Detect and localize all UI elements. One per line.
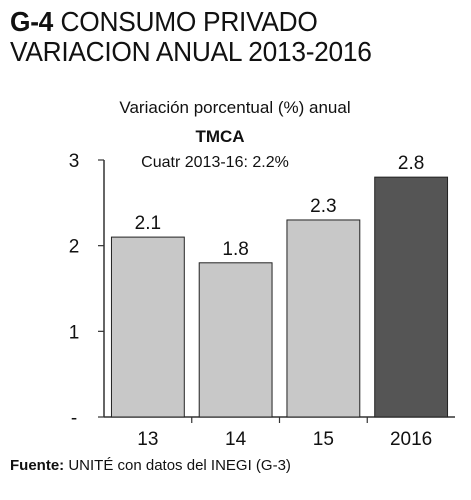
chart-subtitle: Variación porcentual (%) anual [119,98,350,117]
data-label-15: 2.3 [310,196,336,217]
bar-13 [110,236,185,418]
chart-title-primary: CONSUMO PRIVADO [60,6,318,37]
figure-id: G-4 [10,6,54,37]
y-tick-label-2: 2 [69,237,80,258]
y-tick-label-3: 3 [69,151,80,172]
bar-15 [286,219,361,418]
title-line-2: VARIACION ANUAL 2013-2016 [10,38,438,66]
y-tick-label-1: 1 [69,322,80,343]
bar-2016 [374,176,449,418]
x-tick-label-14: 14 [225,429,247,450]
title-line-1: G-4 CONSUMO PRIVADO [10,8,438,36]
x-tick-label-2016: 2016 [390,429,432,450]
y-tick-label--: - [71,408,77,429]
x-tick-label-13: 13 [137,429,158,450]
data-label-14: 1.8 [222,239,248,260]
data-label-2016: 2.8 [398,153,424,174]
source-text: UNITÉ con datos del INEGI (G-3) [68,457,291,474]
annotation-text: Cuatr 2013-16: 2.2% [141,154,289,171]
chart-title-secondary: VARIACION ANUAL 2013-2016 [10,36,372,67]
source-label: Fuente: [10,457,65,474]
source-note: Fuente: UNITÉ con datos del INEGI (G-3) [10,457,291,474]
data-label-13: 2.1 [135,213,161,234]
x-tick-label-15: 15 [313,429,334,450]
bar-14 [198,262,273,418]
bar-chart: Variación porcentual (%) anual TMCA Cuatr … [69,98,455,450]
annotation-title: TMCA [195,127,244,146]
chart-header: G-4 CONSUMO PRIVADO VARIACION ANUAL 2013-… [10,8,465,66]
